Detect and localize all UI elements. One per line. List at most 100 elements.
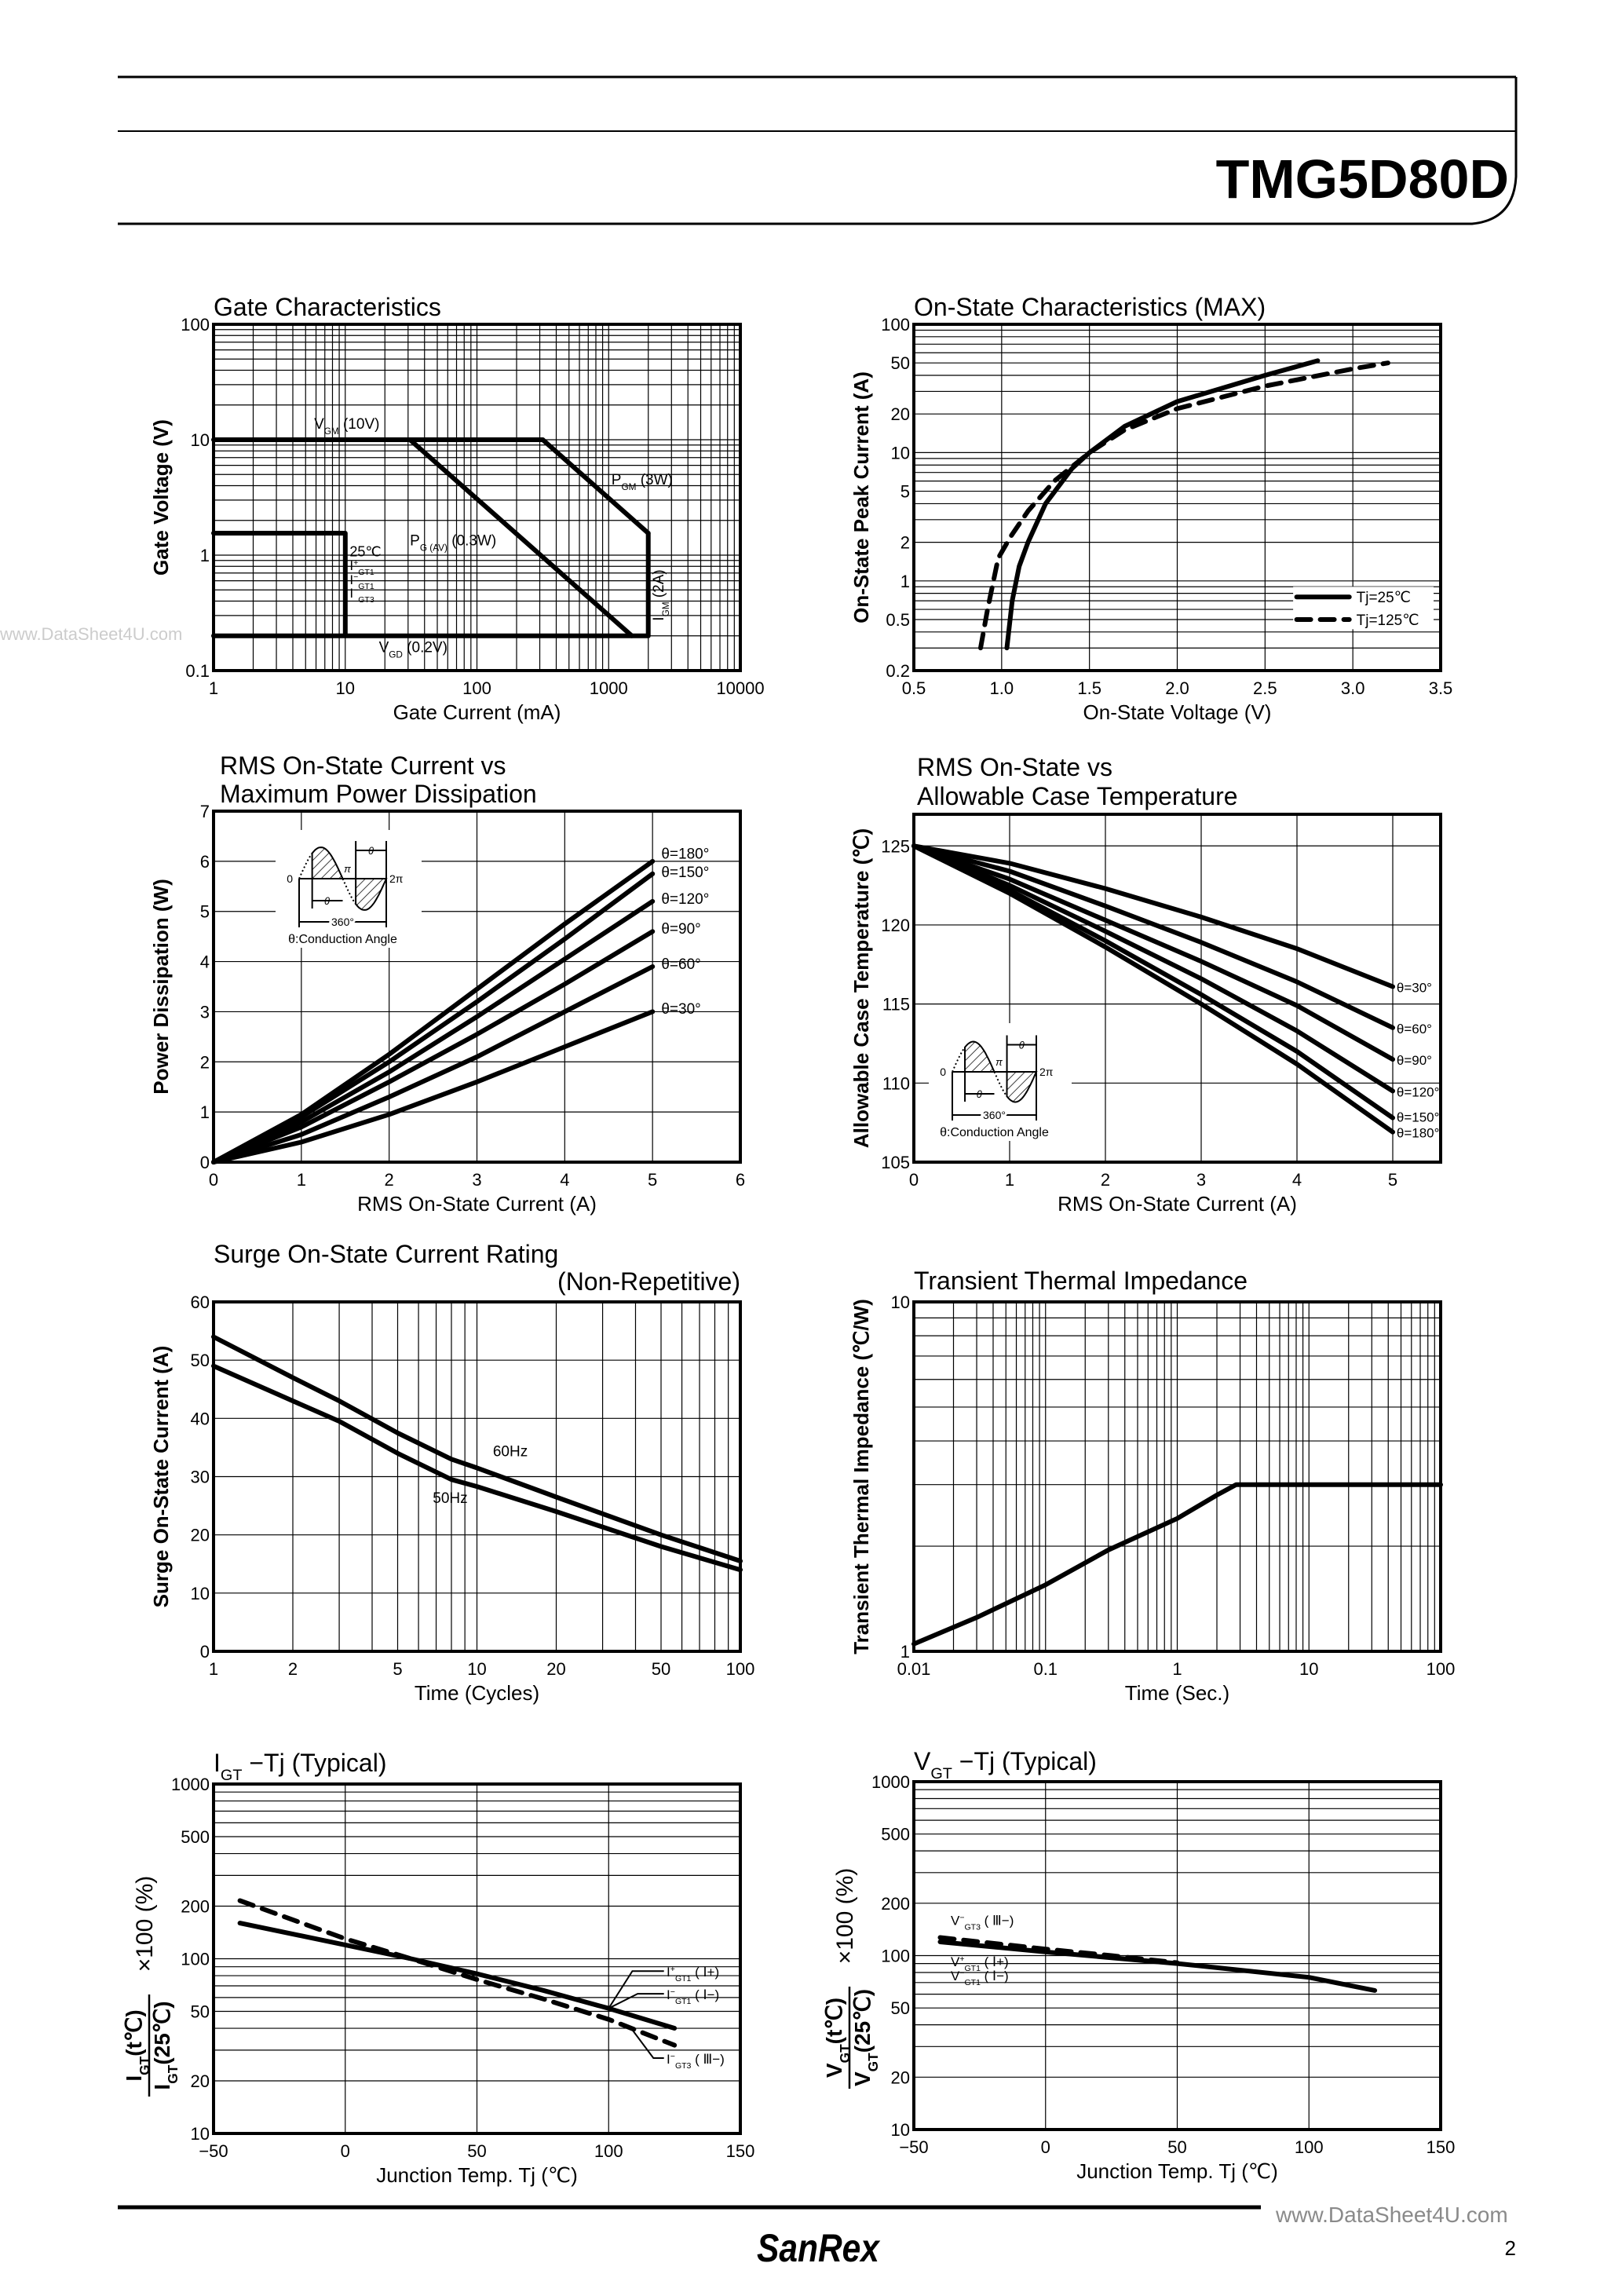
y-tick-label: 1: [200, 1102, 210, 1122]
text-part: (0.3W): [448, 532, 496, 549]
text-part: GT1: [358, 582, 374, 591]
chart-6: Transient Thermal Impedance 0.01 0.1 1 10 100…: [849, 1267, 1455, 1705]
y-axis-label: Power Dissipation (W): [149, 879, 173, 1094]
series-label: θ=120°: [1397, 1084, 1440, 1099]
y-axis-label: VGT(t℃)VGT(25℃)×100 (%): [822, 1868, 881, 2089]
leader-line: [608, 1970, 664, 2009]
series-line: [211, 1334, 743, 1563]
series-label: I+GT1: [349, 558, 374, 577]
y-tick-label: 3: [200, 1002, 210, 1022]
y-tick-label: 2: [200, 1052, 210, 1072]
diagram-label: θ: [324, 895, 330, 907]
diagram-label: θ: [977, 1088, 982, 1100]
text-part: V: [951, 1954, 960, 1969]
x-tick-label: 100: [1427, 1659, 1456, 1679]
series-line: [911, 843, 1395, 1062]
x-axis-label: Gate Current (mA): [393, 700, 561, 724]
y-tick-label: 200: [181, 1897, 210, 1917]
diagram-label: 360°: [331, 916, 354, 928]
y-tick-label: 10: [191, 1584, 210, 1603]
series-label: θ=30°: [1397, 980, 1432, 995]
text-part: −Tj (Typical): [242, 1749, 386, 1777]
text-part: G (AV): [420, 543, 448, 553]
text-part: −: [353, 586, 358, 595]
gridlines: [214, 324, 740, 671]
text-part: V: [951, 1969, 960, 1983]
y-tick-label: 1: [901, 572, 910, 591]
y-tick-label: 20: [191, 2071, 210, 2091]
brand-logo: SanRex: [757, 2226, 881, 2270]
series-label: VGM (10V): [314, 416, 379, 437]
series-line: [211, 1363, 743, 1573]
series-line: [540, 437, 651, 536]
text-part: (25℃): [850, 1989, 875, 2053]
y-tick-label: 500: [881, 1825, 910, 1844]
text-part: ( Ⅲ−): [691, 2052, 724, 2067]
series-label: I−GT3: [349, 586, 374, 605]
wave-dotted: [298, 853, 313, 879]
chart-5: Surge On-State Current Rating(Non-Repeti…: [149, 1240, 754, 1705]
text-part: I: [667, 2052, 670, 2067]
series-line: [911, 843, 1395, 1135]
x-tick-label: 3: [472, 1170, 481, 1190]
series-label: θ=60°: [661, 956, 700, 973]
text-part: GT1: [964, 1964, 981, 1973]
series-label: I−GT1 ( Ⅰ−): [667, 1987, 719, 2006]
y-tick-label: 5: [200, 902, 210, 922]
y-tick-label: 10: [191, 2124, 210, 2144]
y-tick-label: 10: [891, 1292, 910, 1312]
y-tick-label: 110: [882, 1073, 910, 1093]
x-tick-label: 100: [726, 1659, 755, 1679]
text-part: GT1: [675, 1974, 692, 1983]
text-part: GT1: [358, 568, 374, 577]
y-tick-label: 1000: [871, 1772, 910, 1792]
x-tick-label: 10: [1299, 1659, 1318, 1679]
y-tick-label: 0.2: [886, 661, 910, 681]
diagram-background: [929, 1023, 1072, 1141]
y-tick-label: 1000: [171, 1775, 210, 1794]
y-axis-label: IGT(t℃)IGT(25℃)×100 (%): [122, 1876, 181, 2097]
header-frame: [118, 77, 1518, 225]
watermark-left: www.DataSheet4U.com: [0, 624, 182, 644]
y-tick-label: 30: [191, 1468, 210, 1487]
text-part: V: [379, 639, 389, 656]
series-label: 60Hz: [493, 1444, 528, 1461]
text-part: GD: [389, 649, 403, 660]
y-axis-label: Surge On-State Current (A): [149, 1346, 173, 1608]
y-tick-label: 0: [200, 1153, 210, 1172]
diagram-label: θ:Conduction Angle: [940, 1126, 1049, 1139]
y-tick-label: 120: [881, 916, 910, 935]
plot-frame: [912, 813, 1442, 1164]
series-label: 50Hz: [433, 1490, 467, 1507]
text-part: +: [959, 1954, 964, 1964]
chart-title: Maximum Power Dissipation: [220, 780, 537, 808]
diagram-label: θ: [368, 845, 374, 857]
x-tick-label: 4: [560, 1170, 569, 1190]
text-part: (t℃): [122, 2009, 146, 2056]
text-part: GT: [865, 2053, 881, 2072]
text-part: GM: [660, 601, 670, 616]
y-tick-label: 100: [181, 315, 210, 335]
diagram-label: 2π: [389, 872, 404, 885]
x-tick-label: 1: [209, 678, 218, 698]
negative-half-wave: [355, 878, 388, 911]
series-label: V−GT1 ( Ⅰ−): [951, 1969, 1009, 1987]
x-tick-label: −50: [899, 2137, 928, 2157]
series-label: θ=180°: [1397, 1126, 1440, 1141]
y-tick-label: 1: [901, 1642, 910, 1662]
x-axis-label: Junction Temp. Tj (℃): [1076, 2159, 1278, 2183]
x-tick-label: 3.0: [1341, 678, 1365, 698]
x-tick-label: 150: [1427, 2137, 1456, 2157]
x-tick-label: 10000: [716, 678, 764, 698]
text-part: I: [150, 2084, 174, 2090]
x-tick-label: 5: [648, 1170, 657, 1190]
y-tick-label: 6: [200, 852, 210, 872]
footer-watermark: www.DataSheet4U.com: [1275, 2203, 1508, 2227]
x-tick-label: 150: [726, 2141, 755, 2161]
x-tick-label: 1.0: [990, 678, 1014, 698]
series-line: [911, 843, 1395, 989]
y-tick-label: 125: [881, 836, 910, 856]
